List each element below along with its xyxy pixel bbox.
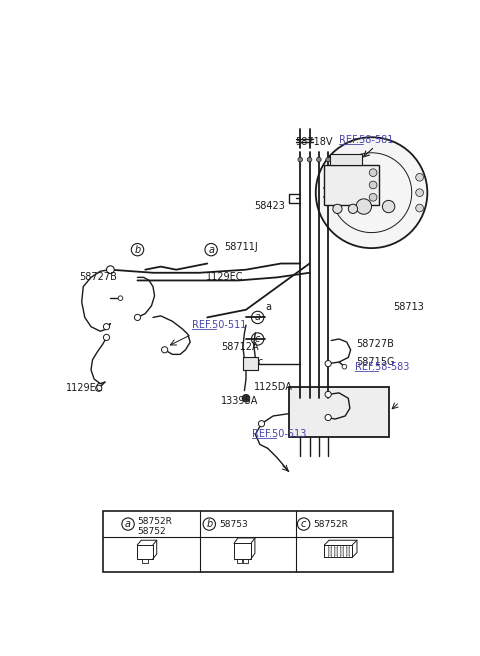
Text: 1125DA: 1125DA	[254, 382, 293, 392]
Circle shape	[298, 157, 302, 162]
Text: a: a	[125, 519, 131, 529]
Bar	[340, 547, 343, 555]
Bar	[330, 154, 362, 165]
Circle shape	[258, 420, 264, 427]
Circle shape	[333, 204, 342, 213]
Text: 58713: 58713	[393, 302, 424, 312]
Bar	[324, 165, 379, 205]
Text: REF.50-513: REF.50-513	[252, 430, 307, 440]
Text: 58715G: 58715G	[356, 357, 395, 367]
Circle shape	[307, 157, 312, 162]
Text: c: c	[258, 357, 263, 367]
Text: b: b	[206, 519, 213, 529]
Text: b: b	[134, 245, 141, 255]
Text: a: a	[265, 302, 271, 312]
Text: 58423: 58423	[254, 201, 285, 211]
Text: 13395A: 13395A	[221, 396, 259, 405]
Circle shape	[316, 137, 427, 248]
Bar	[288, 387, 389, 437]
Circle shape	[96, 385, 102, 392]
Text: 58712A: 58712A	[221, 342, 259, 352]
Circle shape	[103, 335, 109, 340]
Circle shape	[369, 194, 377, 201]
Circle shape	[242, 394, 250, 402]
Circle shape	[383, 200, 395, 213]
Text: a: a	[208, 245, 214, 255]
Circle shape	[325, 392, 331, 398]
Circle shape	[416, 204, 423, 212]
Text: 58753: 58753	[219, 520, 248, 529]
Circle shape	[118, 296, 123, 300]
Circle shape	[325, 415, 331, 420]
Text: c: c	[255, 334, 260, 344]
Text: 1129EC: 1129EC	[66, 383, 104, 393]
Text: 58752R: 58752R	[137, 518, 172, 526]
Circle shape	[103, 323, 109, 330]
Text: a: a	[254, 312, 261, 322]
Text: REF.58-581: REF.58-581	[339, 135, 394, 146]
Bar	[243, 358, 258, 370]
Bar	[327, 547, 331, 555]
Text: REF.58-583: REF.58-583	[355, 363, 409, 373]
Text: 1129EC: 1129EC	[206, 272, 243, 282]
Circle shape	[162, 346, 168, 353]
Bar	[103, 512, 393, 571]
Text: 58718V: 58718V	[296, 137, 333, 147]
Text: c: c	[301, 519, 306, 529]
Circle shape	[342, 364, 347, 369]
Text: 58727B: 58727B	[79, 272, 117, 282]
Circle shape	[326, 157, 330, 162]
Text: 58727B: 58727B	[356, 339, 394, 350]
Circle shape	[416, 173, 423, 181]
Circle shape	[369, 181, 377, 189]
Circle shape	[416, 189, 423, 197]
Circle shape	[369, 169, 377, 176]
Text: 58711J: 58711J	[224, 241, 258, 252]
Bar	[334, 547, 337, 555]
Text: 58752R: 58752R	[314, 520, 348, 529]
Circle shape	[348, 204, 358, 213]
Circle shape	[316, 157, 321, 162]
Text: REF.50-511: REF.50-511	[192, 320, 246, 330]
Circle shape	[356, 199, 372, 215]
Text: 58752: 58752	[137, 527, 166, 535]
Bar	[346, 547, 349, 555]
Circle shape	[107, 266, 114, 274]
Circle shape	[325, 361, 331, 367]
Circle shape	[134, 314, 141, 321]
